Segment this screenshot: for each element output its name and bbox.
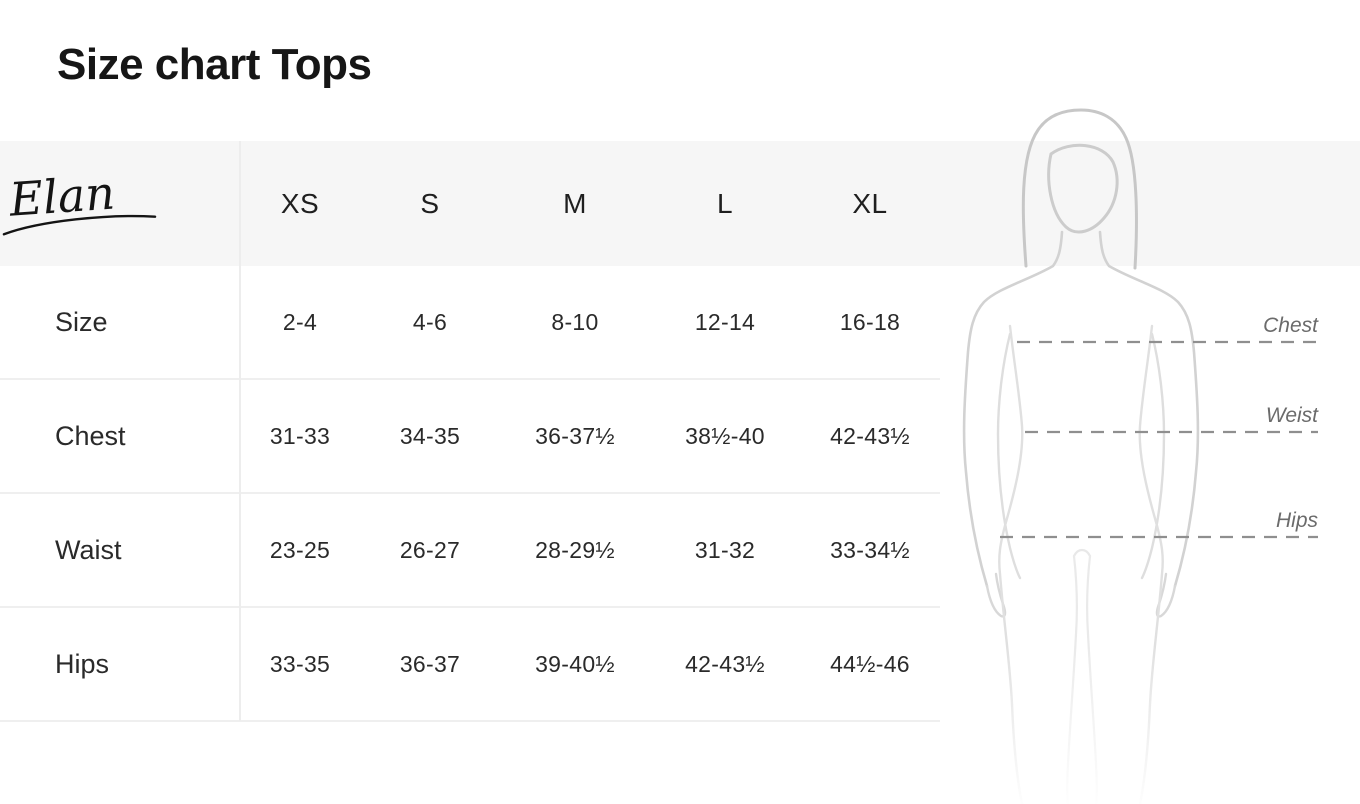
size-value-cell: 31-32 [694,536,756,563]
size-value-cell: 38½-40 [685,422,765,449]
page-title: Size chart Tops [57,40,372,89]
waist-measure-label: Weist [1266,404,1319,427]
size-value-cell: 12-14 [694,308,756,335]
size-value-cell: 2-4 [282,308,318,335]
brand-logo-cell: Elan [0,141,240,266]
size-value-cell: 23-25 [269,536,331,563]
size-value-cell: 16-18 [839,308,901,335]
size-value-cell: 42-43½ [830,422,910,449]
row-label: Waist [55,534,122,565]
size-value-cell: 42-43½ [685,650,765,677]
row-label: Chest [55,420,126,451]
size-value-cell: 33-34½ [830,536,910,563]
table-row-hips: Hips 33-35 36-37 39-40½ 42-43½ 44½-46 [0,608,940,722]
size-value-cell: 39-40½ [535,650,615,677]
table-row-size: Size 2-4 4-6 8-10 12-14 16-18 [0,266,940,380]
size-value-cell: 26-27 [399,536,461,563]
chest-measure-label: Chest [1263,314,1319,337]
table-row-chest: Chest 31-33 34-35 36-37½ 38½-40 42-43½ [0,380,940,494]
table-row-waist: Waist 23-25 26-27 28-29½ 31-32 33-34½ [0,494,940,608]
table-column-divider [239,141,241,721]
figure-fade [940,644,1360,804]
size-table: Elan XS S M L XL Size 2-4 4-6 8-10 12-14… [0,141,940,722]
signature-underline [2,214,157,236]
column-header-l: L [716,187,734,219]
hips-measure-label: Hips [1276,509,1319,532]
body-figure: Chest Weist Hips [940,108,1360,804]
size-value-cell: 34-35 [399,422,461,449]
size-value-cell: 28-29½ [535,536,615,563]
size-value-cell: 4-6 [412,308,448,335]
size-value-cell: 36-37 [399,650,461,677]
column-header-xl: XL [852,187,888,219]
column-header-xs: XS [280,187,320,219]
row-label: Hips [55,648,110,679]
column-header-m: M [563,187,587,219]
size-value-cell: 8-10 [551,308,599,335]
size-value-cell: 36-37½ [535,422,615,449]
size-value-cell: 31-33 [269,422,331,449]
size-value-cell: 44½-46 [830,650,910,677]
column-header-s: S [420,187,440,219]
table-header-row: Elan XS S M L XL [0,141,940,266]
size-value-cell: 33-35 [269,650,331,677]
brand-logo: Elan [2,166,157,236]
row-label: Size [55,306,108,337]
